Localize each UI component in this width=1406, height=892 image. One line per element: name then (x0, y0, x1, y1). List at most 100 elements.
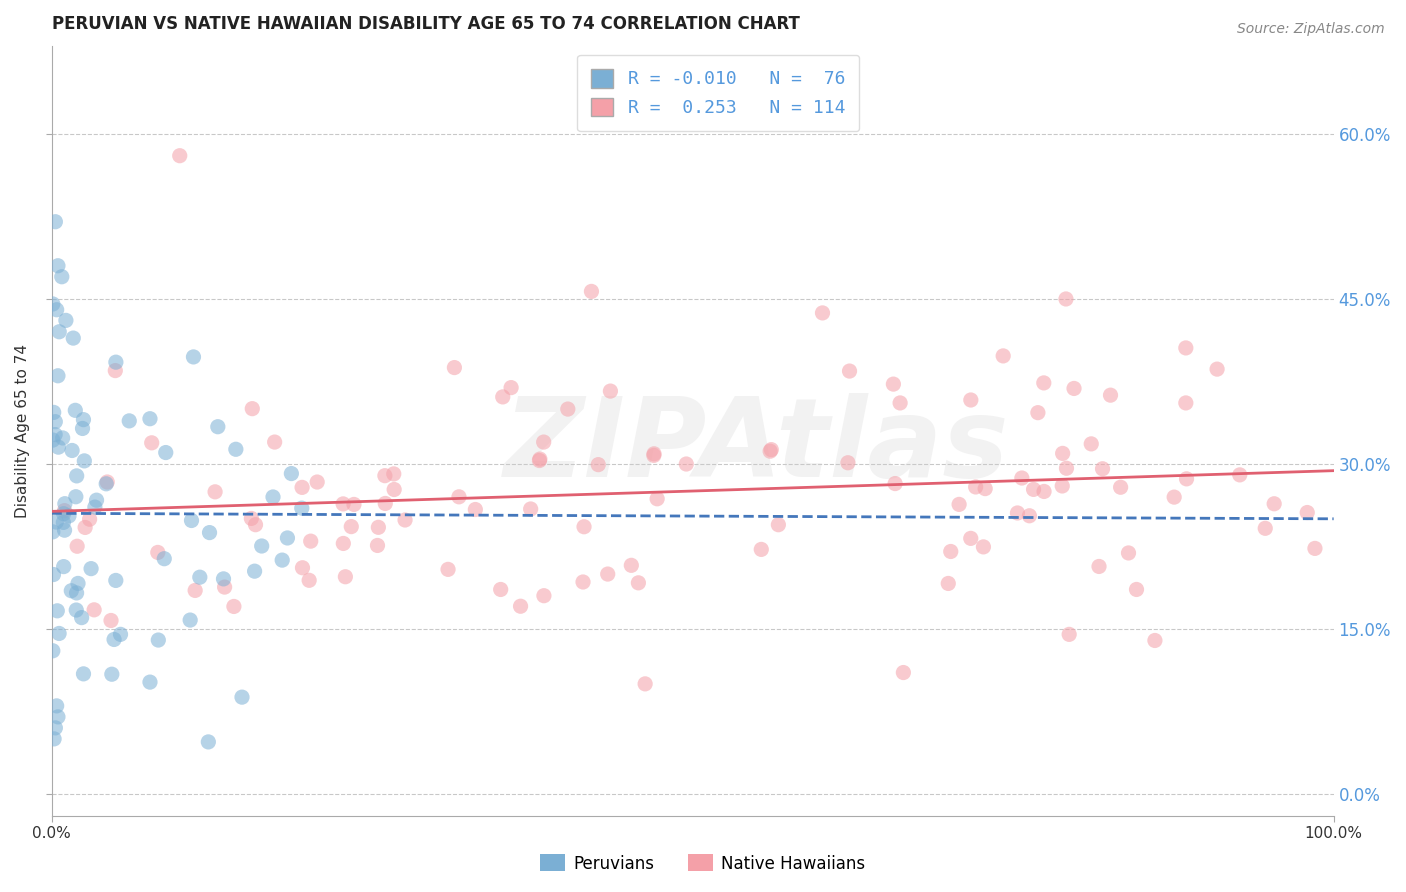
Point (44, 215, 66, 229)
Point (197, 735, 219, 749)
Point (599, 384, 621, 398)
Point (443, 360, 465, 375)
Point (101, 667, 124, 681)
Point (529, 452, 551, 467)
Point (1054, 292, 1077, 306)
Point (42, 567, 65, 582)
Point (464, 502, 486, 516)
Point (343, 497, 366, 511)
Point (52, 516, 75, 530)
Point (207, 419, 229, 434)
Point (1052, 479, 1074, 493)
Point (291, 501, 314, 516)
Point (100, 614, 122, 628)
Point (993, 349, 1015, 363)
Point (66, 468, 89, 483)
Point (46, 604, 69, 618)
Point (42, 433, 65, 447)
Point (153, 551, 176, 566)
Point (184, 583, 207, 598)
Point (72, 412, 94, 426)
Point (374, 468, 396, 483)
Point (572, 520, 595, 534)
Point (501, 381, 523, 395)
Point (1007, 506, 1029, 520)
Point (240, 511, 263, 525)
Point (1022, 483, 1045, 497)
Point (1296, 506, 1319, 520)
Point (581, 285, 603, 299)
Point (179, 613, 201, 627)
Point (643, 447, 665, 461)
Point (1263, 497, 1285, 511)
Point (66, 576, 89, 591)
Point (183, 350, 205, 364)
Point (394, 513, 416, 527)
Point (374, 496, 396, 510)
Point (53, 497, 76, 511)
Point (231, 690, 253, 705)
Point (761, 442, 783, 457)
Point (75, 520, 97, 534)
Point (46, 710, 69, 724)
Point (44, 721, 66, 735)
Point (118, 414, 141, 428)
Point (280, 467, 302, 481)
Point (1254, 521, 1277, 535)
Point (222, 599, 245, 614)
Point (1125, 582, 1147, 597)
Point (572, 574, 595, 589)
Point (48, 440, 70, 454)
Point (382, 483, 405, 497)
Point (596, 567, 619, 582)
Point (96, 476, 118, 491)
Point (893, 665, 915, 680)
Point (936, 576, 959, 591)
Point (46, 259, 69, 273)
Point (529, 453, 551, 467)
Y-axis label: Disability Age 65 to 74: Disability Age 65 to 74 (15, 343, 30, 517)
Text: Source: ZipAtlas.com: Source: ZipAtlas.com (1237, 22, 1385, 37)
Point (139, 411, 162, 425)
Point (291, 561, 314, 575)
Point (884, 476, 907, 491)
Point (180, 514, 202, 528)
Point (298, 574, 321, 588)
Point (79, 512, 101, 526)
Point (1011, 471, 1033, 485)
Point (1099, 388, 1122, 402)
Point (307, 475, 329, 489)
Point (1088, 559, 1111, 574)
Point (225, 442, 247, 457)
Point (148, 633, 170, 648)
Point (366, 538, 388, 552)
Point (42, 644, 65, 658)
Point (939, 544, 962, 558)
Point (70, 610, 93, 624)
Point (104, 355, 127, 369)
Point (83, 603, 105, 617)
Text: PERUVIAN VS NATIVE HAWAIIAN DISABILITY AGE 65 TO 74 CORRELATION CHART: PERUVIAN VS NATIVE HAWAIIAN DISABILITY A… (52, 15, 800, 33)
Point (96, 475, 118, 489)
Point (271, 553, 294, 567)
Point (72, 421, 94, 435)
Point (1063, 381, 1085, 395)
Point (42, 524, 65, 539)
Point (262, 490, 284, 504)
Point (948, 497, 970, 511)
Point (1080, 437, 1102, 451)
Point (1143, 633, 1166, 648)
Point (66, 539, 89, 553)
Point (1175, 472, 1198, 486)
Point (146, 545, 169, 559)
Point (169, 149, 191, 163)
Point (1229, 467, 1251, 482)
Point (1174, 341, 1197, 355)
Point (58, 508, 80, 523)
Point (53, 503, 76, 517)
Point (46, 368, 69, 383)
Point (155, 445, 177, 459)
Point (42, 405, 65, 419)
Point (110, 627, 132, 641)
Point (276, 531, 298, 545)
